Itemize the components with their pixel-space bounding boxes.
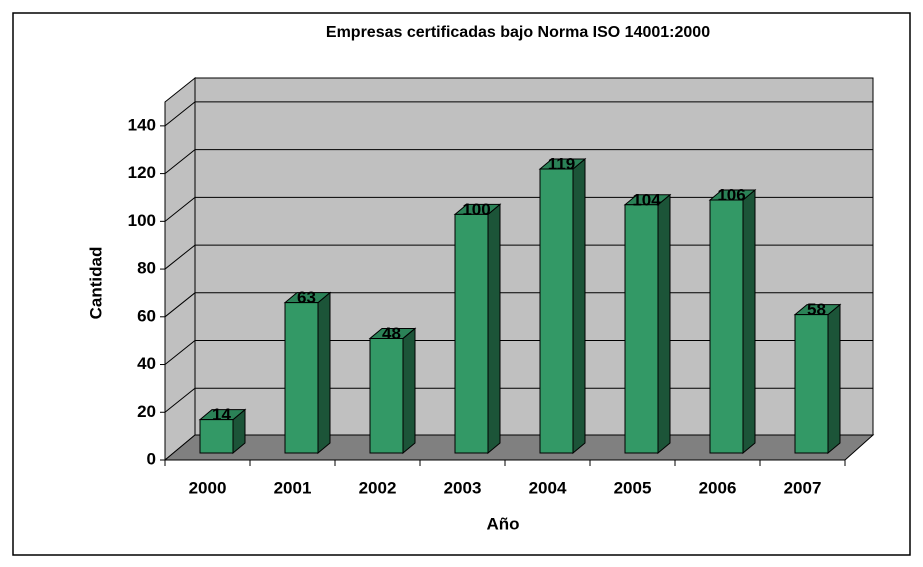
x-tick-label: 2001 bbox=[274, 478, 312, 497]
y-tick-label: 100 bbox=[128, 211, 156, 230]
bar-face bbox=[624, 204, 659, 454]
y-axis-label: Cantidad bbox=[86, 247, 105, 320]
bar bbox=[453, 203, 502, 455]
bar bbox=[623, 193, 672, 455]
y-tick-label: 20 bbox=[137, 402, 156, 421]
x-tick-label: 2004 bbox=[529, 478, 567, 497]
bar bbox=[793, 303, 842, 455]
x-tick-label: 2002 bbox=[359, 478, 397, 497]
value-label: 48 bbox=[382, 324, 401, 343]
bar-face bbox=[742, 188, 756, 455]
floor bbox=[163, 434, 875, 461]
x-tick-label: 2007 bbox=[784, 478, 822, 497]
bar-face bbox=[827, 303, 841, 455]
side-wall bbox=[164, 76, 196, 462]
value-label: 106 bbox=[717, 185, 745, 204]
value-label: 100 bbox=[462, 200, 490, 219]
bar-face bbox=[317, 291, 331, 455]
x-tick-label: 2000 bbox=[189, 478, 227, 497]
x-tick-label: 2006 bbox=[699, 478, 737, 497]
y-tick-label: 140 bbox=[128, 115, 156, 134]
bar-face bbox=[454, 213, 489, 454]
y-tick-label: 80 bbox=[137, 259, 156, 278]
value-label: 63 bbox=[297, 288, 316, 307]
bar-face bbox=[199, 419, 234, 454]
grid-line bbox=[164, 101, 873, 127]
bar-face bbox=[369, 337, 404, 454]
bar bbox=[368, 327, 417, 455]
bar-face bbox=[794, 314, 829, 454]
value-label: 58 bbox=[807, 300, 826, 319]
bar-face bbox=[539, 168, 574, 454]
x-tick-label: 2005 bbox=[614, 478, 652, 497]
bar bbox=[708, 188, 757, 455]
value-label: 119 bbox=[548, 154, 575, 173]
bar-face bbox=[284, 302, 319, 454]
bar-face bbox=[487, 203, 501, 455]
bar bbox=[283, 291, 332, 455]
bar bbox=[198, 408, 247, 455]
x-axis-label: Año bbox=[486, 514, 519, 533]
y-tick-label: 0 bbox=[147, 449, 156, 468]
bar-face bbox=[402, 327, 416, 455]
value-label: 14 bbox=[212, 405, 231, 424]
bar-face bbox=[709, 199, 744, 454]
y-tick-label: 60 bbox=[137, 306, 156, 325]
y-tick-label: 40 bbox=[137, 354, 156, 373]
grid-line bbox=[164, 149, 873, 174]
y-tick-label: 120 bbox=[128, 163, 156, 182]
bar bbox=[538, 157, 587, 455]
bar-face bbox=[572, 157, 586, 455]
chart-title: Empresas certificadas bajo Norma ISO 140… bbox=[326, 24, 710, 41]
bar-face bbox=[657, 193, 671, 455]
value-label: 104 bbox=[632, 190, 661, 209]
x-tick-label: 2003 bbox=[444, 478, 482, 497]
